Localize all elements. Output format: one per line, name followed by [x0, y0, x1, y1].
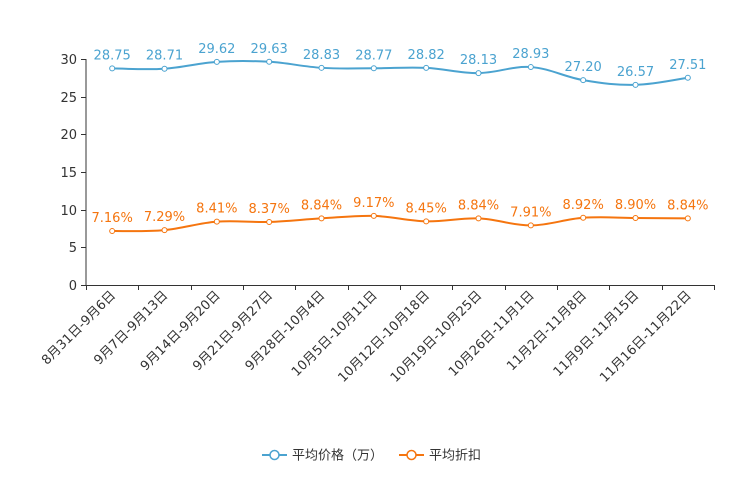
data-label: 26.57	[617, 65, 654, 80]
x-category-label: 11月16日-11月22日	[597, 288, 694, 385]
data-label: 28.71	[146, 49, 183, 64]
data-label: 28.93	[512, 47, 549, 62]
data-point	[318, 215, 325, 222]
data-label: 8.90%	[615, 198, 656, 213]
data-point	[213, 58, 220, 65]
y-tick-label: 30	[60, 53, 77, 68]
data-point	[161, 227, 168, 234]
data-point	[213, 218, 220, 225]
data-point	[423, 64, 430, 71]
data-point	[632, 214, 639, 221]
data-point	[109, 65, 116, 72]
data-label: 28.75	[94, 48, 131, 63]
data-point	[423, 218, 430, 225]
data-point	[370, 65, 377, 72]
y-tick-label: 5	[69, 241, 77, 256]
y-tick-label: 25	[60, 91, 77, 106]
data-label: 8.37%	[249, 202, 290, 217]
data-point	[684, 215, 691, 222]
data-label: 8.84%	[667, 198, 708, 213]
data-label: 28.82	[408, 48, 445, 63]
series-2: 7.16% 7.29% 8.41% 8.37% 8.84% 9.17% 8.45% 8.84%…	[92, 196, 708, 235]
data-label: 7.16%	[92, 211, 133, 226]
data-label: 9.17%	[353, 196, 394, 211]
data-label: 8.84%	[458, 198, 499, 213]
legend-label: 平均折扣	[429, 449, 481, 464]
data-point	[161, 65, 168, 72]
y-tick-label: 15	[60, 166, 77, 181]
y-tick-label: 0	[69, 279, 77, 294]
y-tick-label: 20	[60, 128, 77, 143]
data-point	[266, 218, 273, 225]
data-label: 8.92%	[563, 198, 604, 213]
data-point	[527, 64, 534, 71]
data-point	[684, 74, 691, 81]
data-label: 28.77	[355, 48, 392, 63]
data-label: 8.45%	[406, 201, 447, 216]
chart-axes: 0510152025308月31日-9月6日9月7日-9月13日9月14日-9月…	[39, 53, 715, 386]
series-line	[112, 214, 688, 233]
data-point	[580, 77, 587, 84]
data-label: 29.62	[198, 42, 235, 57]
data-label: 8.84%	[301, 198, 342, 213]
legend-marker-icon	[406, 449, 417, 461]
data-label: 7.91%	[510, 205, 551, 220]
data-label: 29.63	[251, 42, 288, 57]
legend-marker-icon	[269, 449, 280, 461]
legend-label: 平均价格（万）	[292, 448, 383, 464]
series-1: 28.75 28.71 29.62 29.63 28.83 28.77 28.82 28.13…	[94, 42, 706, 88]
legend-item-1[interactable]: 平均价格（万）	[262, 448, 383, 464]
data-label: 28.83	[303, 48, 340, 63]
data-point	[580, 214, 587, 221]
data-label: 28.13	[460, 53, 497, 68]
data-label: 7.29%	[144, 210, 185, 225]
data-label: 27.51	[669, 58, 706, 73]
data-label: 8.41%	[196, 202, 237, 217]
chart-series: 28.75 28.71 29.62 29.63 28.83 28.77 28.82 28.13…	[92, 42, 708, 235]
data-point	[475, 215, 482, 222]
data-point	[632, 81, 639, 88]
data-point	[370, 212, 377, 219]
y-tick-label: 10	[60, 204, 77, 219]
data-point	[318, 64, 325, 71]
data-label: 27.20	[565, 60, 602, 75]
data-point	[109, 228, 116, 235]
x-category-label: 10月19日-10月25日	[388, 288, 485, 385]
data-point	[527, 222, 534, 229]
series-line	[112, 59, 688, 86]
x-category-label: 10月12日-10月18日	[336, 288, 433, 385]
chart-legend[interactable]: 平均价格（万） 平均折扣	[262, 448, 481, 464]
data-point	[266, 58, 273, 65]
data-point	[475, 70, 482, 77]
legend-item-2[interactable]: 平均折扣	[399, 449, 481, 464]
